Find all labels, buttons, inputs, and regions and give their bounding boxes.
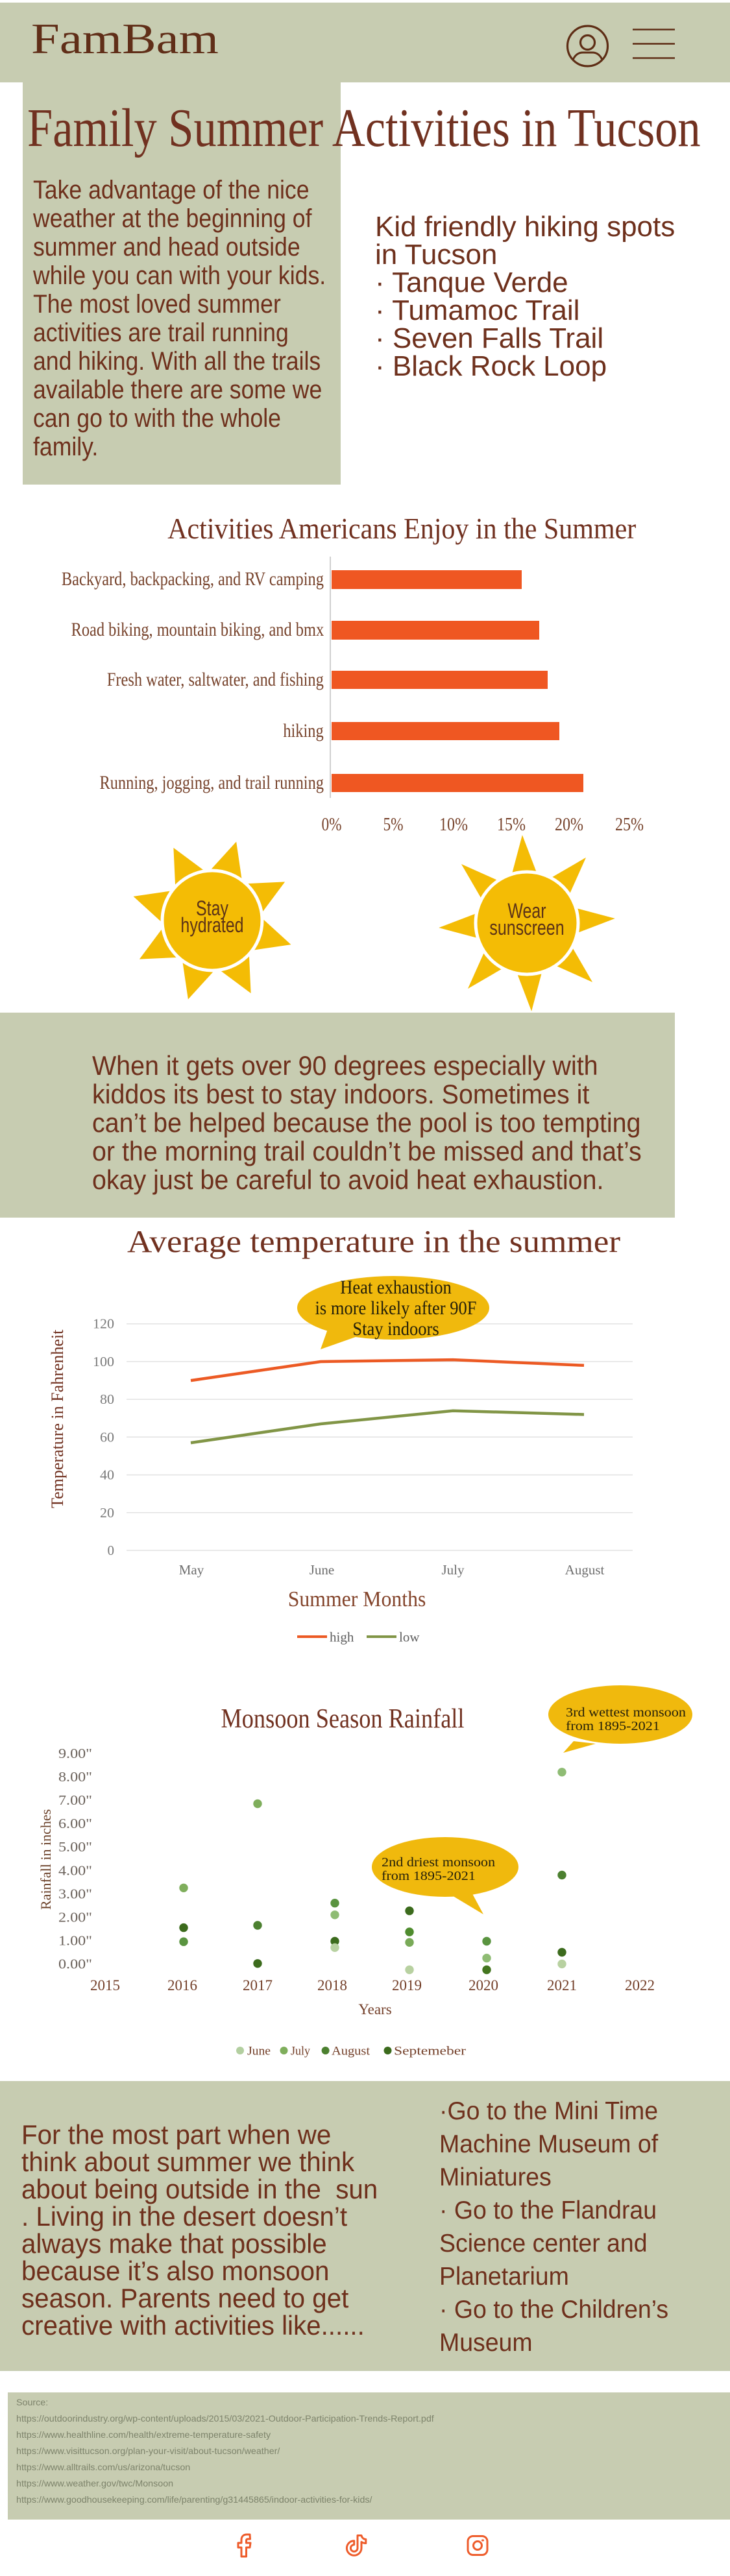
svg-text:5.00": 5.00" — [58, 1839, 92, 1855]
svg-text:Septemeber: Septemeber — [394, 2045, 467, 2058]
svg-text:6.00": 6.00" — [58, 1816, 92, 1831]
svg-text:10%: 10% — [439, 814, 468, 835]
svg-text:0%: 0% — [322, 814, 342, 835]
svg-text:2022: 2022 — [625, 1977, 655, 1993]
svg-text:July: July — [441, 1562, 465, 1578]
svg-text:August: August — [565, 1562, 605, 1578]
svg-text:2016: 2016 — [167, 1977, 197, 1993]
svg-text:July: July — [291, 2045, 310, 2058]
svg-text:2018: 2018 — [317, 1977, 347, 1993]
svg-text:100: 100 — [93, 1354, 114, 1369]
svg-text:40: 40 — [100, 1467, 114, 1483]
svg-text:4.00": 4.00" — [58, 1862, 92, 1878]
svg-text:2015: 2015 — [90, 1977, 120, 1993]
svg-text:8.00": 8.00" — [58, 1769, 92, 1785]
svg-text:120: 120 — [93, 1316, 114, 1332]
svg-text:3.00": 3.00" — [58, 1886, 92, 1901]
svg-text:Years: Years — [358, 2001, 391, 2017]
svg-text:9.00": 9.00" — [58, 1746, 92, 1761]
svg-text:1.00": 1.00" — [58, 1933, 92, 1949]
svg-text:60: 60 — [100, 1429, 114, 1445]
svg-text:low: low — [399, 1630, 420, 1645]
svg-text:0.00": 0.00" — [58, 1956, 92, 1972]
svg-text:2021: 2021 — [547, 1977, 577, 1993]
svg-text:80: 80 — [100, 1391, 114, 1407]
svg-text:2019: 2019 — [392, 1977, 422, 1993]
svg-text:5%: 5% — [383, 814, 404, 835]
svg-text:2017: 2017 — [243, 1977, 273, 1993]
svg-text:25%: 25% — [615, 814, 644, 835]
svg-text:2020: 2020 — [468, 1977, 498, 1993]
svg-text:June: June — [247, 2045, 271, 2058]
svg-text:June: June — [310, 1562, 335, 1578]
svg-text:7.00": 7.00" — [58, 1792, 92, 1808]
svg-text:20%: 20% — [555, 814, 583, 835]
svg-text:high: high — [330, 1630, 354, 1645]
svg-text:20: 20 — [100, 1505, 114, 1521]
svg-text:2.00": 2.00" — [58, 1909, 92, 1925]
svg-text:May: May — [179, 1562, 204, 1578]
svg-text:0: 0 — [108, 1543, 115, 1558]
svg-text:August: August — [332, 2045, 371, 2058]
svg-text:15%: 15% — [497, 814, 526, 835]
